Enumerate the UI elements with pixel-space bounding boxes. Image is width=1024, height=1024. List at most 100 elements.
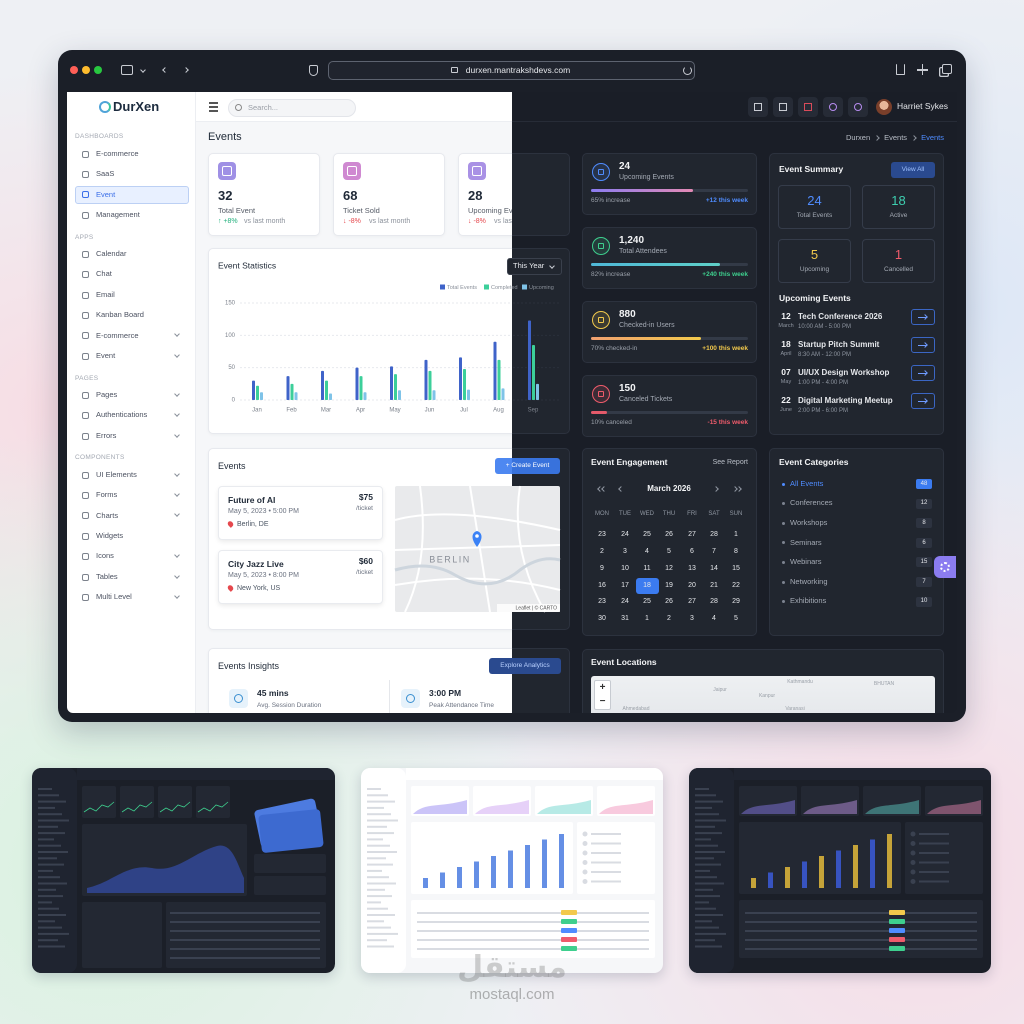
window-control[interactable] bbox=[82, 66, 90, 74]
calendar-day[interactable]: 7 bbox=[712, 548, 716, 556]
calendar-day[interactable]: 27 bbox=[688, 598, 696, 606]
thumbnail[interactable] bbox=[361, 768, 663, 973]
category-name[interactable]: All Events bbox=[790, 478, 824, 488]
create-event-button[interactable] bbox=[495, 458, 560, 474]
event-item[interactable] bbox=[218, 550, 383, 604]
calendar-day[interactable]: 24 bbox=[621, 598, 629, 606]
menu-item[interactable]: E-commerce bbox=[96, 330, 139, 340]
menu-item[interactable]: Errors bbox=[96, 430, 117, 440]
menu-item[interactable]: Event bbox=[96, 189, 116, 199]
menu-item[interactable]: Multi Level bbox=[96, 592, 132, 602]
calendar-day[interactable]: 6 bbox=[690, 548, 694, 556]
zoom-button[interactable]: + bbox=[599, 682, 606, 693]
calendar-day[interactable]: 10 bbox=[621, 565, 629, 573]
window-control[interactable] bbox=[94, 66, 102, 74]
menu-item[interactable]: Kanban Board bbox=[96, 310, 144, 320]
calendar-day[interactable]: 23 bbox=[598, 598, 606, 606]
calendar-day[interactable]: 21 bbox=[710, 582, 718, 590]
calendar-day[interactable]: 25 bbox=[643, 531, 651, 539]
filter-label[interactable]: This Year bbox=[513, 261, 545, 271]
calendar-day[interactable]: 2 bbox=[667, 615, 671, 623]
calendar-day[interactable]: 14 bbox=[710, 565, 718, 573]
avatar[interactable] bbox=[876, 99, 892, 115]
thumbnail[interactable] bbox=[689, 768, 991, 973]
view-all-button[interactable] bbox=[891, 162, 935, 178]
address-bar[interactable] bbox=[328, 61, 695, 80]
category-name[interactable]: Seminars bbox=[790, 537, 822, 547]
user-name[interactable]: Harriet Sykes bbox=[897, 101, 949, 112]
calendar-day[interactable]: 11 bbox=[643, 565, 651, 573]
button-label[interactable]: View All bbox=[901, 166, 925, 174]
open-button[interactable] bbox=[911, 337, 935, 353]
calendar-day[interactable]: 19 bbox=[665, 582, 673, 590]
calendar-day[interactable]: 5 bbox=[667, 548, 671, 556]
year-filter[interactable] bbox=[507, 258, 562, 275]
thumbnail[interactable] bbox=[32, 768, 335, 973]
link[interactable]: See Report bbox=[712, 459, 748, 467]
calendar-day[interactable]: 31 bbox=[621, 615, 629, 623]
menu-item[interactable]: Widgets bbox=[96, 530, 124, 540]
menu-item[interactable]: Event bbox=[96, 350, 116, 360]
category-name[interactable]: Networking bbox=[790, 576, 828, 586]
tabs-icon[interactable] bbox=[942, 64, 952, 74]
button-label[interactable]: + Create Event bbox=[505, 462, 550, 470]
menu-item[interactable]: Pages bbox=[96, 389, 118, 399]
calendar-day[interactable]: 1 bbox=[645, 615, 649, 623]
calendar-day[interactable]: 4 bbox=[712, 615, 716, 623]
menu-item[interactable]: Management bbox=[96, 209, 140, 219]
menu-item[interactable]: Charts bbox=[96, 510, 119, 520]
calendar-day[interactable]: 17 bbox=[621, 582, 629, 590]
breadcrumb-item[interactable]: Events bbox=[884, 133, 908, 142]
calendar-day[interactable]: 3 bbox=[623, 548, 627, 556]
calendar-day[interactable]: 12 bbox=[665, 565, 673, 573]
calendar-day[interactable]: 26 bbox=[665, 531, 673, 539]
open-button[interactable] bbox=[911, 309, 935, 325]
calendar-day[interactable]: 13 bbox=[688, 565, 696, 573]
open-button[interactable] bbox=[911, 365, 935, 381]
calendar-day[interactable]: 23 bbox=[598, 531, 606, 539]
calendar-day[interactable]: 30 bbox=[598, 615, 606, 623]
category-name[interactable]: Conferences bbox=[790, 498, 833, 508]
calendar-day[interactable]: 8 bbox=[734, 548, 738, 556]
category-name[interactable]: Workshops bbox=[790, 517, 828, 527]
reload-icon[interactable] bbox=[683, 66, 692, 75]
calendar-day[interactable]: 2 bbox=[600, 548, 604, 556]
explore-button[interactable] bbox=[489, 658, 561, 674]
breadcrumb-item[interactable]: Durxen bbox=[845, 133, 871, 142]
header-icon[interactable] bbox=[798, 97, 818, 117]
calendar-day[interactable]: 28 bbox=[710, 531, 718, 539]
calendar-day[interactable]: 28 bbox=[710, 598, 718, 606]
search-box[interactable] bbox=[228, 99, 356, 117]
calendar-day[interactable]: 25 bbox=[643, 598, 651, 606]
menu-item[interactable]: Forms bbox=[96, 490, 118, 500]
calendar-day[interactable]: 24 bbox=[621, 531, 629, 539]
calendar-day[interactable]: 9 bbox=[600, 565, 604, 573]
event-item[interactable] bbox=[218, 486, 383, 540]
menu-item[interactable]: Icons bbox=[96, 551, 114, 561]
calendar-day[interactable]: 1 bbox=[734, 531, 738, 539]
category-name[interactable]: Webinars bbox=[790, 557, 822, 567]
menu-item[interactable]: Tables bbox=[96, 571, 118, 581]
calendar-day[interactable]: 5 bbox=[734, 615, 738, 623]
menu-item[interactable]: Chat bbox=[96, 269, 112, 279]
window-control[interactable] bbox=[70, 66, 78, 74]
calendar-day[interactable]: 4 bbox=[645, 548, 649, 556]
menu-item[interactable]: Email bbox=[96, 289, 115, 299]
sidebar-toggle[interactable] bbox=[121, 65, 133, 75]
header-icon[interactable] bbox=[773, 97, 793, 117]
zoom-button[interactable]: − bbox=[599, 696, 606, 707]
calendar-day[interactable]: 3 bbox=[690, 615, 694, 623]
button-label[interactable]: Explore Analytics bbox=[500, 662, 550, 670]
menu-item[interactable]: Calendar bbox=[96, 248, 127, 258]
calendar-day[interactable]: 16 bbox=[598, 582, 606, 590]
calendar-day[interactable]: 18 bbox=[643, 582, 651, 590]
menu-item[interactable]: E-commerce bbox=[96, 148, 139, 158]
menu-item[interactable]: Authentications bbox=[96, 410, 148, 420]
share-icon[interactable] bbox=[896, 64, 905, 75]
calendar-day[interactable]: 29 bbox=[732, 598, 740, 606]
menu-item[interactable]: UI Elements bbox=[96, 469, 137, 479]
header-icon[interactable] bbox=[748, 97, 768, 117]
calendar-day[interactable]: 26 bbox=[665, 598, 673, 606]
calendar-day[interactable]: 20 bbox=[688, 582, 696, 590]
calendar-day[interactable]: 15 bbox=[732, 565, 740, 573]
